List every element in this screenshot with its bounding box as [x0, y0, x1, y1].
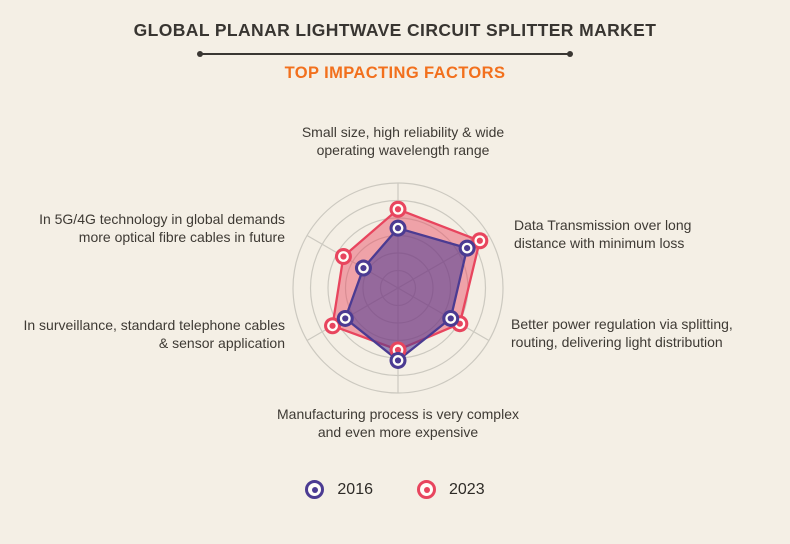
legend-item-2023: 2023 [417, 480, 485, 499]
axis-label-data-transmission: Data Transmission over long distance wit… [514, 217, 692, 251]
legend-label-2016: 2016 [337, 480, 373, 498]
chart-legend: 2016 2023 [0, 480, 790, 499]
axis-label-power-regulation: Better power regulation via splitting, r… [511, 316, 733, 350]
axis-label-5g-4g: In 5G/4G technology in global demands mo… [39, 211, 285, 245]
legend-item-2016: 2016 [305, 480, 373, 499]
legend-marker-2016-icon [305, 480, 325, 499]
page-title: GLOBAL PLANAR LIGHTWAVE CIRCUIT SPLITTER… [133, 20, 657, 40]
page-subtitle: TOP IMPACTING FACTORS [284, 64, 506, 82]
axis-label-surveillance: In surveillance, standard telephone cabl… [23, 317, 285, 351]
title-divider-line [197, 51, 573, 57]
axis-label-manufacturing: Manufacturing process is very complex an… [277, 406, 519, 440]
legend-marker-2023-icon [417, 480, 436, 499]
legend-label-2023: 2023 [449, 480, 485, 498]
axis-label-small-size: Small size, high reliability & wide oper… [301, 124, 505, 158]
